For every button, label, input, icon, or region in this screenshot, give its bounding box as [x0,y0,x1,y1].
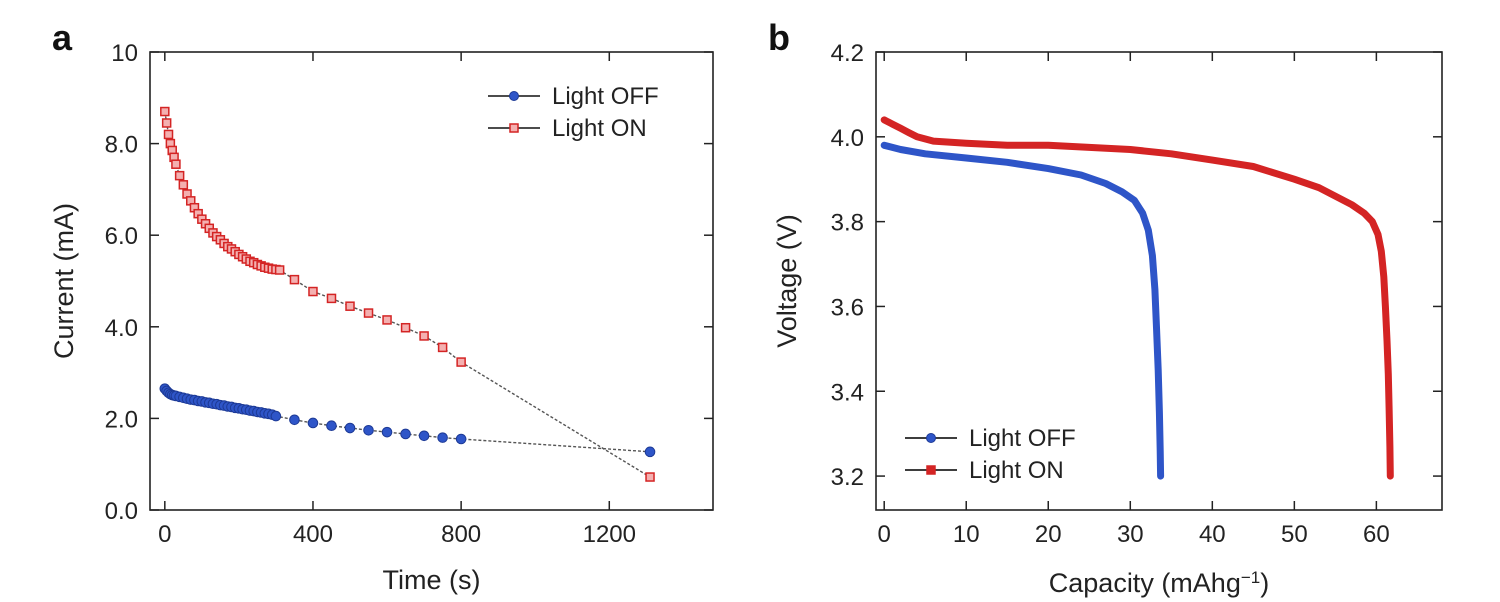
chart-a-y-tick-label: 8.0 [105,132,138,159]
chart-a-series-light-on-point [171,159,181,169]
chart-a-x-tick-label: 400 [293,521,333,548]
chart-a-series-light-on-point [345,301,355,311]
chart-a-legend-label: Light ON [552,115,647,142]
chart-a-legend-label: Light OFF [552,83,659,110]
chart-a-y-tick-label: 2.0 [105,406,138,433]
chart-a-series-light-off-point [307,417,319,429]
chart-b-series-light-on-line [880,116,1394,480]
chart-a-series-light-off-point [289,414,300,426]
chart-a-panel-label: a [52,17,73,58]
chart-b-legend-marker [926,465,936,475]
chart-panel-a: a 0 400 800 1200 0.0 2.0 4.0 6.0 8.0 10 Time (s) Cur… [49,17,714,595]
chart-a-series-light-on-point [161,118,172,128]
chart-a-series-light-on-point [456,357,466,367]
chart-a-series-light-off-point [363,425,374,436]
chart-a-y-axis-title: Current (mA) [49,203,79,359]
chart-a-series-light-off-point [270,410,282,422]
chart-b-x-axis-title-sup: −1 [1241,568,1260,587]
chart-b-y-tick-label: 3.8 [831,210,864,237]
chart-b-x-tick-label: 30 [1117,521,1144,548]
chart-b-x-tick-label: 10 [953,521,980,548]
chart-a-series-light-on-point [400,322,411,333]
chart-a-series-light-off-point [455,433,467,445]
chart-a-legend-marker [509,123,519,133]
chart-b-x-axis-title-close: ) [1260,568,1269,598]
chart-a-x-tick-label: 0 [158,521,171,548]
chart-panel-b: b 0 10 20 30 40 50 60 3.2 3.4 3.6 3.8 4.0 4.2 Capacity… [768,17,1443,599]
chart-a-series-light-on-point [437,342,448,353]
chart-a-series-light-on-point [645,472,655,482]
chart-b-panel-label: b [768,17,790,58]
chart-a-series-light-off-line [164,388,651,453]
chart-a-series-light-on-point [308,286,318,297]
chart-a-series-light-off-point [344,422,356,434]
chart-b-legend: Light OFF Light ON [905,425,1076,484]
chart-a-series-light-off-point [437,432,448,443]
chart-a-series-light-on-point [382,315,392,325]
chart-a-series-light-on-point [363,308,374,318]
chart-a-series-light-on-point [289,274,300,285]
chart-a-x-axis-title: Time (s) [383,565,481,595]
chart-a-series-light-on-point [326,293,337,304]
chart-b-x-axis-title: Capacity (mAhg−1) [1049,568,1269,599]
chart-a-series-light-on-point [274,265,285,275]
chart-b-y-tick-label: 3.2 [831,464,864,491]
chart-a-y-tick-label: 6.0 [105,223,138,250]
chart-b-y-tick-label: 3.4 [831,379,864,406]
chart-a-series-light-off-point [644,446,656,458]
chart-a-series-light-off-point [400,428,411,440]
chart-a-y-tick-label: 4.0 [105,315,138,342]
chart-a-series-light-off-point [326,420,337,432]
chart-a-legend: Light OFF Light ON [488,83,659,142]
chart-a-y-tick-label: 10 [111,40,138,67]
chart-b-y-tick-label: 3.6 [831,294,864,321]
chart-a-x-axis-title-text: Time (s) [383,565,481,595]
chart-a-series-light-off-point [418,430,430,442]
chart-a-x-tick-label: 1200 [583,521,636,548]
chart-a-series-light-off-point [381,426,393,438]
chart-b-y-axis-title: Voltage (V) [772,214,802,348]
chart-a-series-light-on-point [174,170,185,181]
chart-a-x-tick-label: 800 [441,521,481,548]
chart-a-legend-marker [509,91,519,101]
chart-b-y-tick-label: 4.0 [831,125,864,152]
chart-a-series-light-on-line [164,111,651,478]
chart-b-x-tick-label: 20 [1035,521,1062,548]
chart-b-x-tick-label: 0 [878,521,891,548]
chart-b-series-light-off-line [880,141,1165,480]
chart-a-plot-frame [149,51,714,511]
chart-b-legend-label: Light OFF [969,425,1076,452]
chart-b-x-tick-label: 40 [1199,521,1226,548]
chart-b-x-tick-label: 50 [1281,521,1308,548]
chart-b-plot-frame [875,51,1443,511]
chart-a-series-light-on-point [163,129,174,140]
chart-b-y-tick-label: 4.2 [831,40,864,67]
chart-a-series-light-on-point [178,180,189,190]
chart-a-y-tick-label: 0.0 [105,498,138,525]
chart-b-legend-marker [926,433,936,443]
chart-b-x-tick-label: 60 [1363,521,1390,548]
chart-b-x-axis-title-text: Capacity (mAhg [1049,568,1241,598]
chart-a-series-light-on-point [419,331,429,341]
chart-b-legend-label: Light ON [969,457,1064,484]
chart-a-series-light-on-point [160,106,170,117]
